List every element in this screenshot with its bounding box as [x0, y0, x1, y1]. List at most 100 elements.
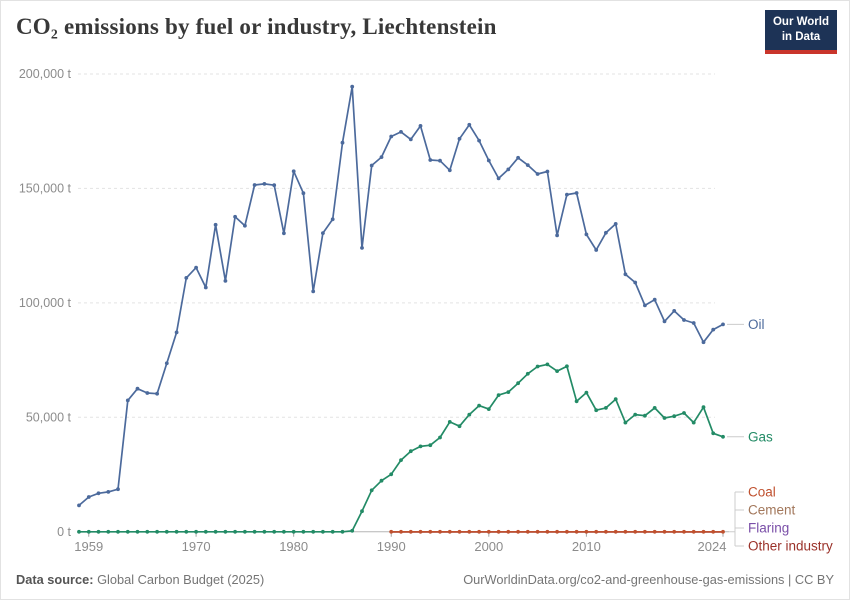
gas-line[interactable] — [78, 363, 724, 533]
gas-point[interactable] — [184, 529, 189, 534]
coal-point[interactable] — [389, 529, 394, 534]
gas-point[interactable] — [555, 369, 559, 373]
legend-label-flaring[interactable]: Flaring — [748, 521, 789, 536]
gas-point[interactable] — [574, 399, 579, 404]
gas-point[interactable] — [623, 420, 628, 425]
oil-point[interactable] — [428, 158, 433, 162]
oil-point[interactable] — [194, 265, 199, 270]
gas-point[interactable] — [350, 528, 355, 533]
gas-point[interactable] — [272, 529, 277, 534]
oil-point[interactable] — [145, 391, 150, 395]
coal-point[interactable] — [574, 529, 579, 534]
oil-point[interactable] — [721, 322, 725, 327]
oil-point[interactable] — [291, 169, 296, 174]
coal-point[interactable] — [604, 529, 608, 534]
oil-point[interactable] — [613, 222, 618, 226]
gas-point[interactable] — [438, 435, 442, 440]
oil-point[interactable] — [174, 330, 179, 335]
legend-label-cement[interactable]: Cement — [748, 503, 796, 518]
gas-point[interactable] — [86, 529, 91, 534]
gas-point[interactable] — [369, 488, 374, 493]
gas-point[interactable] — [408, 449, 413, 454]
gas-point[interactable] — [447, 420, 452, 424]
gas-point[interactable] — [252, 529, 257, 534]
legend-label-oil[interactable]: Oil — [748, 317, 765, 332]
gas-point[interactable] — [340, 529, 345, 534]
gas-point[interactable] — [613, 397, 618, 402]
oil-point[interactable] — [691, 321, 696, 325]
oil-point[interactable] — [116, 487, 120, 492]
oil-point[interactable] — [486, 158, 491, 163]
oil-point[interactable] — [574, 191, 579, 195]
gas-point[interactable] — [506, 390, 511, 394]
gas-point[interactable] — [525, 371, 530, 376]
oil-point[interactable] — [389, 134, 394, 139]
gas-point[interactable] — [321, 529, 325, 534]
oil-point[interactable] — [379, 155, 384, 160]
coal-point[interactable] — [457, 529, 462, 534]
oil-point[interactable] — [584, 232, 589, 237]
oil-point[interactable] — [516, 155, 520, 160]
coal-point[interactable] — [428, 529, 433, 534]
oil-line[interactable] — [78, 85, 724, 507]
oil-point[interactable] — [213, 222, 218, 227]
coal-point[interactable] — [584, 529, 589, 534]
coal-point[interactable] — [496, 529, 501, 534]
gas-point[interactable] — [477, 403, 481, 408]
oil-point[interactable] — [633, 280, 638, 285]
oil-point[interactable] — [252, 183, 257, 187]
gas-point[interactable] — [174, 529, 179, 534]
oil-point[interactable] — [652, 297, 657, 302]
gas-point[interactable] — [545, 362, 550, 367]
gas-point[interactable] — [399, 458, 403, 462]
gas-point[interactable] — [682, 411, 686, 415]
gas-point[interactable] — [428, 443, 433, 448]
oil-point[interactable] — [565, 192, 569, 197]
coal-point[interactable] — [506, 529, 511, 534]
gas-point[interactable] — [116, 529, 120, 534]
legend-label-other-industry[interactable]: Other industry — [748, 539, 833, 554]
oil-point[interactable] — [711, 327, 716, 332]
gas-point[interactable] — [203, 529, 208, 534]
oil-point[interactable] — [330, 217, 335, 222]
gas-point[interactable] — [389, 472, 394, 477]
coal-point[interactable] — [565, 529, 569, 534]
gas-point[interactable] — [282, 529, 286, 534]
gas-point[interactable] — [301, 529, 306, 534]
gas-point[interactable] — [418, 444, 423, 449]
gas-point[interactable] — [467, 412, 472, 417]
gas-point[interactable] — [594, 408, 599, 413]
oil-point[interactable] — [96, 491, 101, 496]
oil-point[interactable] — [662, 319, 667, 324]
coal-point[interactable] — [701, 529, 706, 534]
coal-point[interactable] — [633, 529, 638, 534]
oil-point[interactable] — [243, 223, 247, 228]
gas-point[interactable] — [311, 529, 316, 534]
oil-point[interactable] — [223, 279, 228, 283]
coal-point[interactable] — [643, 529, 647, 534]
oil-point[interactable] — [438, 158, 442, 163]
oil-point[interactable] — [682, 318, 686, 322]
coal-point[interactable] — [721, 529, 725, 534]
oil-point[interactable] — [623, 272, 628, 277]
coal-point[interactable] — [486, 529, 491, 534]
gas-point[interactable] — [145, 529, 150, 534]
oil-point[interactable] — [340, 140, 345, 145]
coal-point[interactable] — [594, 529, 599, 534]
oil-point[interactable] — [643, 303, 647, 308]
gas-point[interactable] — [652, 406, 657, 410]
legend-label-gas[interactable]: Gas — [748, 429, 773, 444]
gas-point[interactable] — [213, 529, 218, 534]
oil-point[interactable] — [369, 163, 374, 168]
gas-point[interactable] — [125, 529, 130, 534]
oil-point[interactable] — [701, 340, 706, 345]
gas-point[interactable] — [643, 413, 647, 418]
owid-link[interactable]: OurWorldinData.org/co2-and-greenhouse-ga… — [463, 572, 834, 587]
oil-point[interactable] — [233, 214, 238, 219]
oil-point[interactable] — [457, 136, 462, 141]
gas-point[interactable] — [379, 478, 384, 483]
gas-point[interactable] — [691, 420, 696, 425]
coal-point[interactable] — [438, 529, 442, 534]
oil-point[interactable] — [447, 168, 452, 173]
gas-point[interactable] — [633, 412, 638, 417]
